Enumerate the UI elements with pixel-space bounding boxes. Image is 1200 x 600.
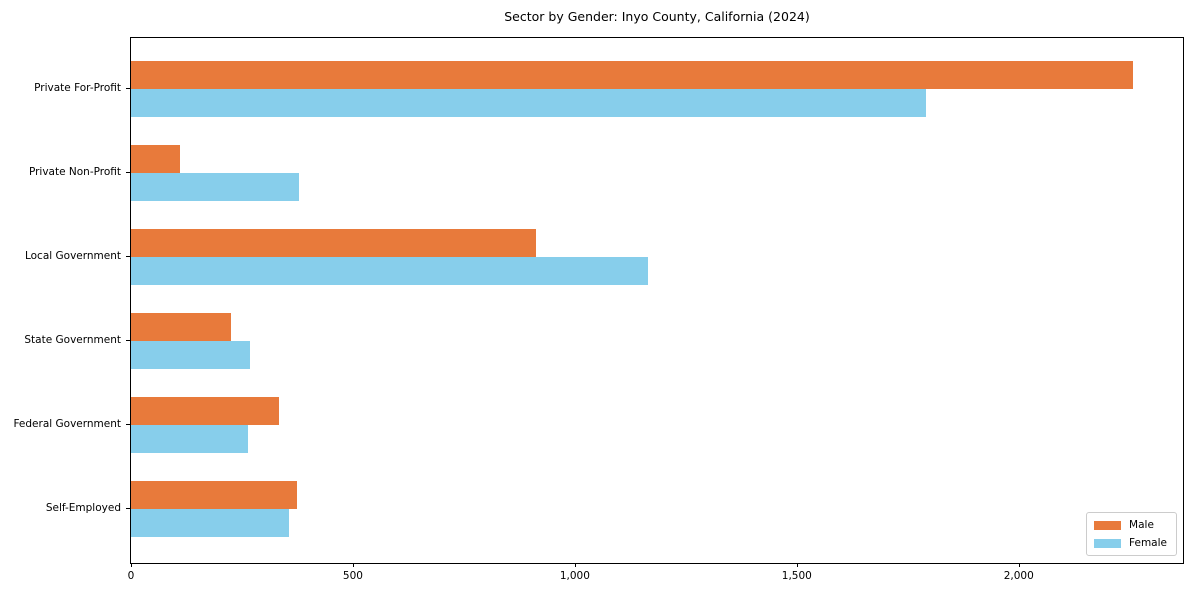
bar-female-state-government [131, 341, 250, 369]
legend-label-male: Male [1129, 519, 1154, 531]
bar-male-private-for-profit [131, 61, 1134, 89]
plot-area: 0 500 1,000 1,500 2,000 Male Female [128, 37, 1184, 582]
x-axis-tick-label: 2,000 [1003, 570, 1034, 582]
bar-female-local-government [131, 257, 648, 285]
x-tick-mark [352, 563, 354, 567]
x-tick-mark [574, 563, 576, 567]
bar-female-self-employed [131, 509, 289, 537]
y-tick-mark [126, 340, 130, 341]
y-tick-mark [126, 172, 130, 173]
legend-item-female: Female [1094, 537, 1167, 549]
y-axis-label: Self-Employed [45, 502, 121, 514]
chart-title: Sector by Gender: Inyo County, Californi… [504, 9, 810, 24]
x-tick-mark [1018, 563, 1020, 567]
y-tick-mark [126, 424, 130, 425]
bar-male-self-employed [131, 481, 297, 509]
y-axis-label: Local Government [24, 250, 121, 262]
y-axis-label: Private For-Profit [34, 82, 121, 94]
x-axis-tick-label: 1,000 [559, 570, 590, 582]
bar-female-private-non-profit [131, 173, 299, 201]
legend-item-male: Male [1094, 519, 1167, 531]
x-tick-mark [131, 563, 132, 567]
x-tick-mark [796, 563, 798, 567]
bar-female-private-for-profit [131, 89, 926, 117]
bar-male-local-government [131, 229, 536, 257]
y-axis-label: Private Non-Profit [28, 166, 121, 178]
y-axis-label: Federal Government [13, 418, 121, 430]
bar-male-state-government [131, 313, 231, 341]
bar-male-federal-government [131, 397, 279, 425]
y-tick-mark [126, 508, 130, 509]
y-axis-label: State Government [24, 334, 121, 346]
y-tick-mark [126, 88, 130, 89]
bar-male-private-non-profit [131, 145, 180, 173]
bar-female-federal-government [131, 425, 248, 453]
legend-swatch-female [1094, 538, 1122, 548]
y-tick-mark [126, 256, 130, 257]
x-axis-tick-label: 0 [127, 570, 135, 582]
x-axis-tick-label: 1,500 [781, 570, 812, 582]
x-axis-tick-label: 500 [342, 570, 363, 582]
legend-label-female: Female [1129, 537, 1167, 549]
legend-swatch-male [1094, 520, 1122, 530]
legend: Male Female [1086, 512, 1177, 556]
